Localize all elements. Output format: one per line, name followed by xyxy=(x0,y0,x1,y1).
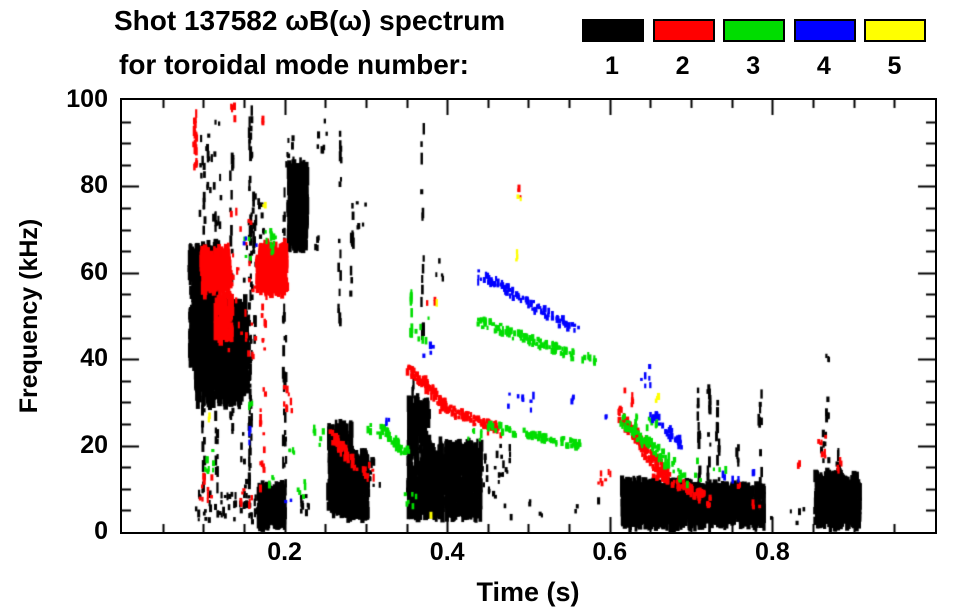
x-tick-label-0.6: 0.6 xyxy=(592,538,628,566)
y-tick-label-0: 0 xyxy=(94,517,108,545)
y-tick-label-80: 80 xyxy=(80,171,108,200)
x-tick-label-0.4: 0.4 xyxy=(429,538,465,566)
x-axis-title: Time (s) xyxy=(476,577,580,607)
y-tick-label-100: 100 xyxy=(66,85,108,113)
legend-swatch-3 xyxy=(723,19,786,42)
y-tick-label-20: 20 xyxy=(80,430,108,459)
legend-label-2: 2 xyxy=(675,52,690,80)
legend-swatch-1 xyxy=(582,19,644,42)
x-tick-label-0.2: 0.2 xyxy=(267,538,302,566)
legend-swatch-4 xyxy=(793,19,856,42)
legend-label-5: 5 xyxy=(887,52,902,80)
x-tick-label-0.8: 0.8 xyxy=(755,538,790,566)
spectrum-canvas xyxy=(122,100,935,532)
y-tick-label-40: 40 xyxy=(80,344,108,373)
mode-legend: 1 2 3 4 5 xyxy=(0,0,963,90)
legend-label-4: 4 xyxy=(816,52,831,80)
legend-swatch-2 xyxy=(652,19,715,42)
y-tick-label-60: 60 xyxy=(80,257,108,286)
plot-frame xyxy=(120,98,937,534)
legend-label-3: 3 xyxy=(746,52,761,80)
legend-swatch-5 xyxy=(864,19,927,42)
figure-title: Shot 137582 ωB(ω) spectrum xyxy=(114,5,506,36)
y-axis-title: Frequency (kHz) xyxy=(15,218,43,414)
figure-subtitle: for toroidal mode number: xyxy=(119,49,469,80)
legend-label-1: 1 xyxy=(605,52,619,80)
